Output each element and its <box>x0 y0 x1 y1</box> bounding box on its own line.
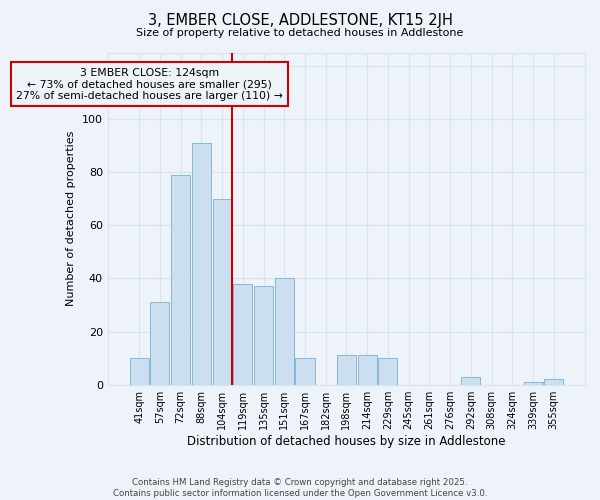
Bar <box>254 286 273 384</box>
Bar <box>524 382 542 384</box>
X-axis label: Distribution of detached houses by size in Addlestone: Distribution of detached houses by size … <box>187 434 506 448</box>
Bar <box>275 278 294 384</box>
Text: 3, EMBER CLOSE, ADDLESTONE, KT15 2JH: 3, EMBER CLOSE, ADDLESTONE, KT15 2JH <box>148 12 452 28</box>
Bar <box>379 358 397 384</box>
Y-axis label: Number of detached properties: Number of detached properties <box>67 131 76 306</box>
Text: Size of property relative to detached houses in Addlestone: Size of property relative to detached ho… <box>136 28 464 38</box>
Bar <box>295 358 314 384</box>
Bar <box>358 356 377 384</box>
Bar <box>233 284 253 384</box>
Bar <box>171 175 190 384</box>
Bar <box>212 198 232 384</box>
Bar <box>544 380 563 384</box>
Bar <box>130 358 149 384</box>
Bar <box>337 356 356 384</box>
Bar <box>151 302 169 384</box>
Text: 3 EMBER CLOSE: 124sqm
← 73% of detached houses are smaller (295)
27% of semi-det: 3 EMBER CLOSE: 124sqm ← 73% of detached … <box>16 68 283 101</box>
Bar <box>461 376 481 384</box>
Text: Contains HM Land Registry data © Crown copyright and database right 2025.
Contai: Contains HM Land Registry data © Crown c… <box>113 478 487 498</box>
Bar <box>192 143 211 384</box>
